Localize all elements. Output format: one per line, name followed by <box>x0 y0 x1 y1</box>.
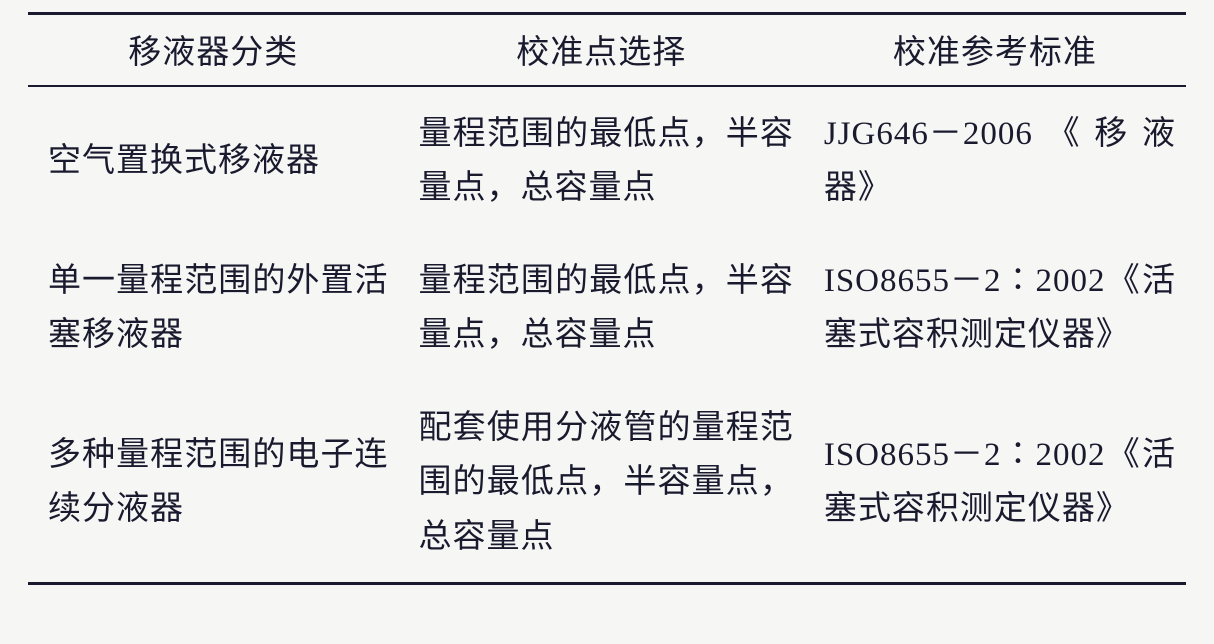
table-row: 空气置换式移液器 量程范围的最低点，半容量点，总容量点 JJG646－2006《… <box>28 86 1186 234</box>
cell-category: 空气置换式移液器 <box>28 86 399 234</box>
header-row: 移液器分类 校准点选择 校准参考标准 <box>28 14 1186 87</box>
cell-category: 单一量程范围的外置活塞移液器 <box>28 234 399 381</box>
cell-calibration-point: 量程范围的最低点，半容量点，总容量点 <box>399 86 804 234</box>
cell-calibration-point: 配套使用分液管的量程范围的最低点，半容量点，总容量点 <box>399 381 804 584</box>
pipette-calibration-table: 移液器分类 校准点选择 校准参考标准 空气置换式移液器 量程范围的最低点，半容量… <box>28 12 1186 585</box>
table-row: 多种量程范围的电子连续分液器 配套使用分液管的量程范围的最低点，半容量点，总容量… <box>28 381 1186 584</box>
cell-category: 多种量程范围的电子连续分液器 <box>28 381 399 584</box>
header-standard: 校准参考标准 <box>804 14 1186 87</box>
cell-standard: ISO8655－2∶2002《活塞式容积测定仪器》 <box>804 381 1186 584</box>
cell-calibration-point: 量程范围的最低点，半容量点，总容量点 <box>399 234 804 381</box>
cell-standard: ISO8655－2∶2002《活塞式容积测定仪器》 <box>804 234 1186 381</box>
table-header: 移液器分类 校准点选择 校准参考标准 <box>28 14 1186 87</box>
header-calibration-point: 校准点选择 <box>399 14 804 87</box>
header-category: 移液器分类 <box>28 14 399 87</box>
table-row: 单一量程范围的外置活塞移液器 量程范围的最低点，半容量点，总容量点 ISO865… <box>28 234 1186 381</box>
cell-standard: JJG646－2006《移液器》 <box>804 86 1186 234</box>
table-body: 空气置换式移液器 量程范围的最低点，半容量点，总容量点 JJG646－2006《… <box>28 86 1186 584</box>
